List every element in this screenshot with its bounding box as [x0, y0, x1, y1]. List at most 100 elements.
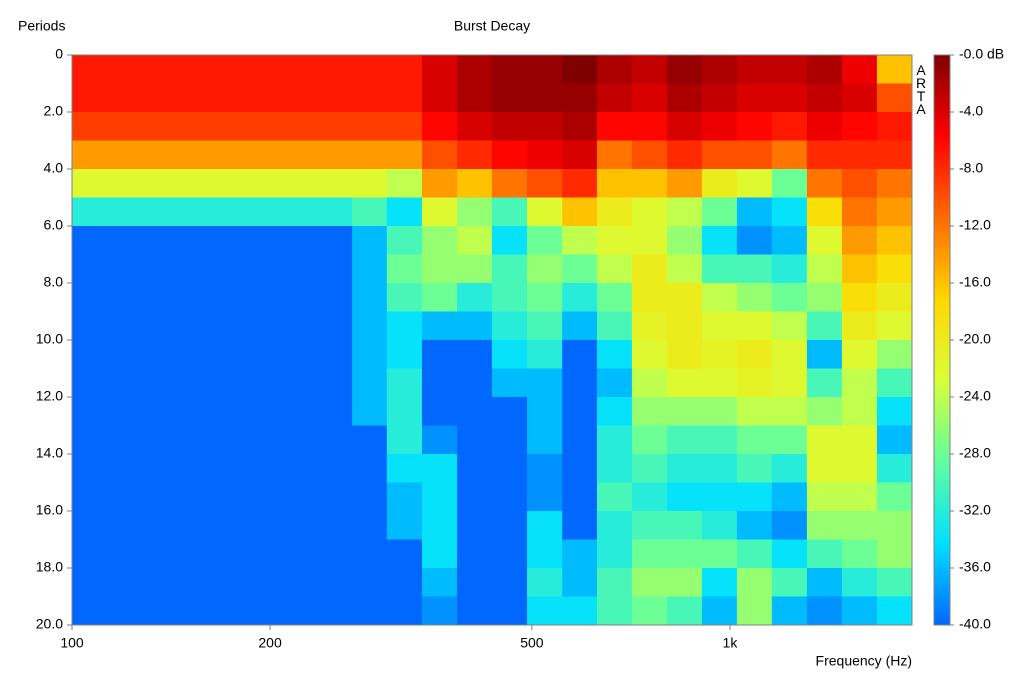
- heat-cell: [247, 568, 283, 597]
- heat-cell: [212, 283, 248, 312]
- heat-cell: [106, 568, 143, 597]
- heat-cell: [457, 539, 493, 569]
- heat-cell: [212, 340, 248, 369]
- heat-cell: [596, 511, 633, 540]
- heat-cell: [527, 596, 563, 626]
- heat-cell: [562, 454, 598, 483]
- heat-cell: [562, 511, 598, 540]
- heat-cell: [457, 425, 493, 455]
- heat-cell: [106, 83, 143, 113]
- heat-cell: [771, 482, 808, 512]
- heat-cell: [631, 254, 668, 284]
- heat-cell: [141, 568, 179, 597]
- heat-cell: [701, 197, 738, 227]
- heat-cell: [736, 226, 773, 255]
- heat-cell: [352, 226, 388, 255]
- heat-cell: [596, 55, 633, 84]
- heat-cell: [562, 197, 598, 227]
- heat-cell: [386, 112, 423, 141]
- heat-cell: [736, 482, 773, 512]
- heat-cell: [876, 254, 913, 284]
- heat-cell: [841, 140, 878, 170]
- heat-cell: [841, 197, 878, 227]
- heat-cell: [841, 112, 878, 141]
- heat-cell: [876, 482, 913, 512]
- heat-cell: [282, 283, 318, 312]
- heat-cell: [177, 568, 214, 597]
- heat-cell: [72, 226, 107, 255]
- heat-cell: [212, 596, 248, 626]
- heat-cell: [771, 397, 808, 426]
- heat-cell: [247, 112, 283, 141]
- heat-cell: [72, 596, 107, 626]
- heat-cell: [141, 539, 179, 569]
- heat-cell: [562, 112, 598, 141]
- heat-cell: [457, 311, 493, 341]
- heat-cell: [317, 112, 353, 141]
- heat-cell: [701, 55, 738, 84]
- heat-cell: [317, 169, 353, 198]
- heat-cell: [212, 425, 248, 455]
- heat-cell: [72, 454, 107, 483]
- heat-cell: [421, 482, 458, 512]
- heat-cell: [457, 283, 493, 312]
- heat-cell: [457, 482, 493, 512]
- heat-cell: [736, 425, 773, 455]
- heat-cell: [771, 112, 808, 141]
- heat-cell: [806, 169, 843, 198]
- heat-cell: [701, 340, 738, 369]
- heat-cell: [106, 226, 143, 255]
- heat-cell: [701, 169, 738, 198]
- heat-cell: [491, 197, 528, 227]
- heat-cell: [701, 226, 738, 255]
- heat-cell: [527, 283, 563, 312]
- heat-cell: [631, 197, 668, 227]
- x-axis-label: Frequency (Hz): [816, 653, 912, 669]
- heat-cell: [317, 568, 353, 597]
- heat-cell: [596, 568, 633, 597]
- heat-cell: [596, 397, 633, 426]
- heat-cell: [596, 197, 633, 227]
- heat-cell: [421, 254, 458, 284]
- heat-cell: [806, 83, 843, 113]
- heat-cell: [736, 368, 773, 398]
- heat-cell: [141, 197, 179, 227]
- heat-cell: [282, 511, 318, 540]
- heat-cell: [562, 55, 598, 84]
- heat-cell: [141, 55, 179, 84]
- heat-cell: [352, 568, 388, 597]
- heat-cell: [596, 283, 633, 312]
- heat-cell: [841, 226, 878, 255]
- heat-cell: [771, 283, 808, 312]
- heat-cell: [701, 568, 738, 597]
- heat-cell: [701, 539, 738, 569]
- heat-cell: [212, 83, 248, 113]
- heat-cell: [876, 425, 913, 455]
- heat-cell: [491, 254, 528, 284]
- heat-cell: [596, 368, 633, 398]
- heat-cell: [527, 397, 563, 426]
- heat-cell: [247, 511, 283, 540]
- heat-cell: [141, 511, 179, 540]
- heat-cell: [562, 568, 598, 597]
- heat-cell: [141, 425, 179, 455]
- heat-cell: [177, 511, 214, 540]
- heat-cell: [352, 254, 388, 284]
- heat-cell: [106, 197, 143, 227]
- heat-cell: [876, 197, 913, 227]
- heat-cell: [491, 55, 528, 84]
- heat-cell: [317, 539, 353, 569]
- heat-cell: [631, 169, 668, 198]
- heat-cell: [562, 368, 598, 398]
- heat-cell: [806, 311, 843, 341]
- y-tick-label: 6.0: [44, 217, 64, 233]
- heat-cell: [386, 226, 423, 255]
- heat-cell: [421, 568, 458, 597]
- heat-cell: [806, 197, 843, 227]
- heat-cell: [106, 55, 143, 84]
- heat-cell: [491, 596, 528, 626]
- heat-cell: [352, 482, 388, 512]
- heat-cell: [667, 511, 703, 540]
- heat-cell: [876, 140, 913, 170]
- heat-cell: [667, 368, 703, 398]
